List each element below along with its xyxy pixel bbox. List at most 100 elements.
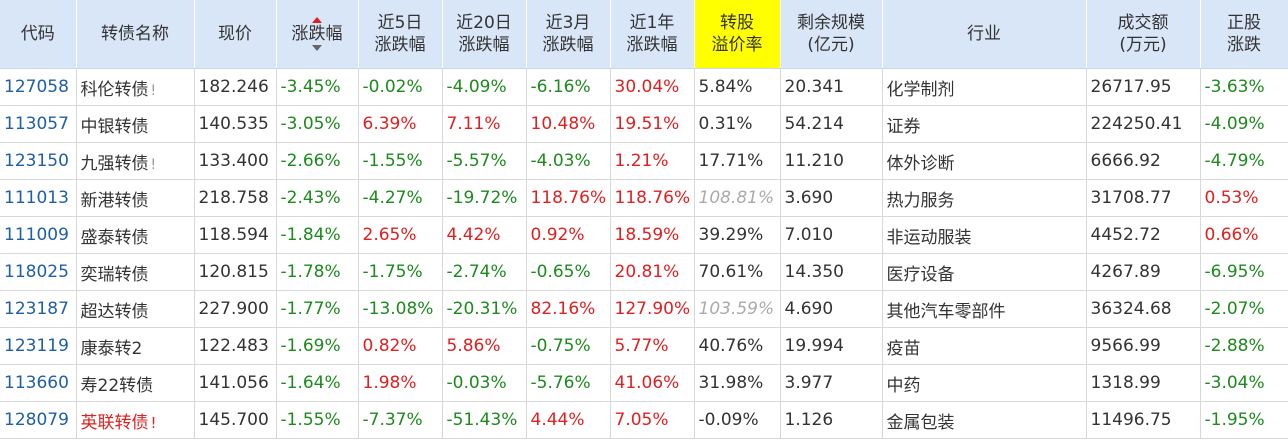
header-chg[interactable]: 涨跌幅 bbox=[276, 0, 359, 69]
chg5-cell: -13.08% bbox=[358, 290, 443, 328]
stock-chg-cell: -3.04% bbox=[1200, 364, 1288, 402]
header-premium[interactable]: 转股 溢价率 bbox=[694, 0, 781, 69]
chg3m-cell: 82.16% bbox=[526, 290, 611, 328]
table-body: 127058 科伦转债! 182.246 -3.45% -0.02% -4.09% -6.1… bbox=[0, 68, 1288, 439]
industry-cell: 体外诊断 bbox=[882, 142, 1087, 180]
bond-code[interactable]: 127058 bbox=[0, 68, 77, 106]
bond-name[interactable]: 奕瑞转债 bbox=[76, 253, 195, 291]
bond-name[interactable]: 盛泰转债 bbox=[76, 216, 195, 254]
chg1y-cell: 41.06% bbox=[610, 364, 695, 402]
chg-cell: -1.69% bbox=[276, 327, 359, 365]
header-name[interactable]: 转债名称 bbox=[76, 0, 195, 69]
bond-name[interactable]: 新港转债 bbox=[76, 179, 195, 217]
bond-name[interactable]: 康泰转2 bbox=[76, 327, 195, 365]
bond-code[interactable]: 123119 bbox=[0, 327, 77, 365]
bond-code[interactable]: 111013 bbox=[0, 179, 77, 217]
table-row[interactable]: 127058 科伦转债! 182.246 -3.45% -0.02% -4.09% -6.1… bbox=[0, 68, 1288, 106]
header-scale[interactable]: 剩余规模 (亿元) bbox=[780, 0, 883, 69]
table-row[interactable]: 113057 中银转债 140.535 -3.05% 6.39% 7.11% 10.48% 1… bbox=[0, 105, 1288, 143]
stock-chg-cell: 0.66% bbox=[1200, 216, 1288, 254]
bond-code[interactable]: 128079 bbox=[0, 401, 77, 439]
header-chg3m[interactable]: 近3月 涨跌幅 bbox=[526, 0, 611, 69]
chg5-cell: -0.02% bbox=[358, 68, 443, 106]
bond-code[interactable]: 118025 bbox=[0, 253, 77, 291]
chg3m-cell: 4.44% bbox=[526, 401, 611, 439]
bond-code[interactable]: 113057 bbox=[0, 105, 77, 143]
chg3m-cell: 118.76% bbox=[526, 179, 611, 217]
header-code[interactable]: 代码 bbox=[0, 0, 77, 69]
stock-chg-cell: -6.95% bbox=[1200, 253, 1288, 291]
bond-code[interactable]: 113660 bbox=[0, 364, 77, 402]
bond-name[interactable]: 超达转债 bbox=[76, 290, 195, 328]
chg20-cell: -19.72% bbox=[442, 179, 527, 217]
chg3m-cell: -4.03% bbox=[526, 142, 611, 180]
stock-chg-cell: -1.95% bbox=[1200, 401, 1288, 439]
bond-name[interactable]: 寿22转债 bbox=[76, 364, 195, 402]
bond-code[interactable]: 111009 bbox=[0, 216, 77, 254]
table-row[interactable]: 111009 盛泰转债 118.594 -1.84% 2.65% 4.42% 0.92% 18… bbox=[0, 216, 1288, 254]
chg20-cell: -2.74% bbox=[442, 253, 527, 291]
stock-chg-cell: 0.53% bbox=[1200, 179, 1288, 217]
bond-name[interactable]: 中银转债 bbox=[76, 105, 195, 143]
volume-cell: 224250.41 bbox=[1086, 105, 1201, 143]
bond-name-text[interactable]: 寿22转债 bbox=[80, 375, 154, 396]
bond-code[interactable]: 123150 bbox=[0, 142, 77, 180]
chg20-cell: 7.11% bbox=[442, 105, 527, 143]
chg-cell: -1.78% bbox=[276, 253, 359, 291]
bond-name-text[interactable]: 中银转债 bbox=[80, 116, 149, 137]
bond-name-text[interactable]: 九强转债 bbox=[80, 153, 149, 174]
scale-cell: 4.690 bbox=[780, 290, 883, 328]
header-price[interactable]: 现价 bbox=[194, 0, 277, 69]
table-row[interactable]: 123150 九强转债! 133.400 -2.66% -1.55% -5.57% -4.0… bbox=[0, 142, 1288, 180]
premium-cell: 39.29% bbox=[694, 216, 781, 254]
sort-descending-icon bbox=[312, 45, 322, 51]
header-volume[interactable]: 成交额 (万元) bbox=[1086, 0, 1201, 69]
volume-cell: 6666.92 bbox=[1086, 142, 1201, 180]
bond-name[interactable]: 英联转债! bbox=[76, 401, 195, 439]
bond-name-text[interactable]: 科伦转债 bbox=[80, 79, 149, 100]
chg-cell: -3.45% bbox=[276, 68, 359, 106]
chg1y-cell: 18.59% bbox=[610, 216, 695, 254]
volume-cell: 26717.95 bbox=[1086, 68, 1201, 106]
bond-code[interactable]: 123187 bbox=[0, 290, 77, 328]
table-row[interactable]: 123187 超达转债 227.900 -1.77% -13.08% -20.31% 82.… bbox=[0, 290, 1288, 328]
bond-name-text[interactable]: 英联转债 bbox=[80, 412, 149, 433]
bond-name[interactable]: 九强转债! bbox=[76, 142, 195, 180]
chg5-cell: -1.55% bbox=[358, 142, 443, 180]
bond-name-text[interactable]: 康泰转2 bbox=[80, 338, 143, 359]
price-cell: 122.483 bbox=[194, 327, 277, 365]
volume-cell: 31708.77 bbox=[1086, 179, 1201, 217]
table-row[interactable]: 113660 寿22转债 141.056 -1.64% 1.98% -0.03% -5.76… bbox=[0, 364, 1288, 402]
chg5-cell: 0.82% bbox=[358, 327, 443, 365]
chg20-cell: 5.86% bbox=[442, 327, 527, 365]
stock-chg-cell: -2.88% bbox=[1200, 327, 1288, 365]
bond-name-text[interactable]: 超达转债 bbox=[80, 301, 149, 322]
bond-name-text[interactable]: 奕瑞转债 bbox=[80, 264, 149, 285]
industry-cell: 医疗设备 bbox=[882, 253, 1087, 291]
chg3m-cell: 0.92% bbox=[526, 216, 611, 254]
table-row[interactable]: 111013 新港转债 218.758 -2.43% -4.27% -19.72% 118.… bbox=[0, 179, 1288, 217]
bond-name[interactable]: 科伦转债! bbox=[76, 68, 195, 106]
header-chg20[interactable]: 近20日 涨跌幅 bbox=[442, 0, 527, 69]
table-row[interactable]: 118025 奕瑞转债 120.815 -1.78% -1.75% -2.74% -0.65… bbox=[0, 253, 1288, 291]
chg-cell: -1.84% bbox=[276, 216, 359, 254]
header-stock-chg[interactable]: 正股 涨跌 bbox=[1200, 0, 1288, 69]
chg5-cell: -4.27% bbox=[358, 179, 443, 217]
bond-name-text[interactable]: 新港转债 bbox=[80, 190, 149, 211]
table-row[interactable]: 128079 英联转债! 145.700 -1.55% -7.37% -51.43% 4.4… bbox=[0, 401, 1288, 439]
chg20-cell: 4.42% bbox=[442, 216, 527, 254]
header-chg5[interactable]: 近5日 涨跌幅 bbox=[358, 0, 443, 69]
premium-cell: 103.59% bbox=[694, 290, 781, 328]
header-chg1y[interactable]: 近1年 涨跌幅 bbox=[610, 0, 695, 69]
chg-cell: -3.05% bbox=[276, 105, 359, 143]
chg3m-cell: -6.16% bbox=[526, 68, 611, 106]
industry-cell: 中药 bbox=[882, 364, 1087, 402]
header-industry[interactable]: 行业 bbox=[882, 0, 1087, 69]
volume-cell: 36324.68 bbox=[1086, 290, 1201, 328]
bond-name-text[interactable]: 盛泰转债 bbox=[80, 227, 149, 248]
scale-cell: 11.210 bbox=[780, 142, 883, 180]
volume-cell: 1318.99 bbox=[1086, 364, 1201, 402]
table-row[interactable]: 123119 康泰转2 122.483 -1.69% 0.82% 5.86% -0.75% 5… bbox=[0, 327, 1288, 365]
premium-cell: 5.84% bbox=[694, 68, 781, 106]
